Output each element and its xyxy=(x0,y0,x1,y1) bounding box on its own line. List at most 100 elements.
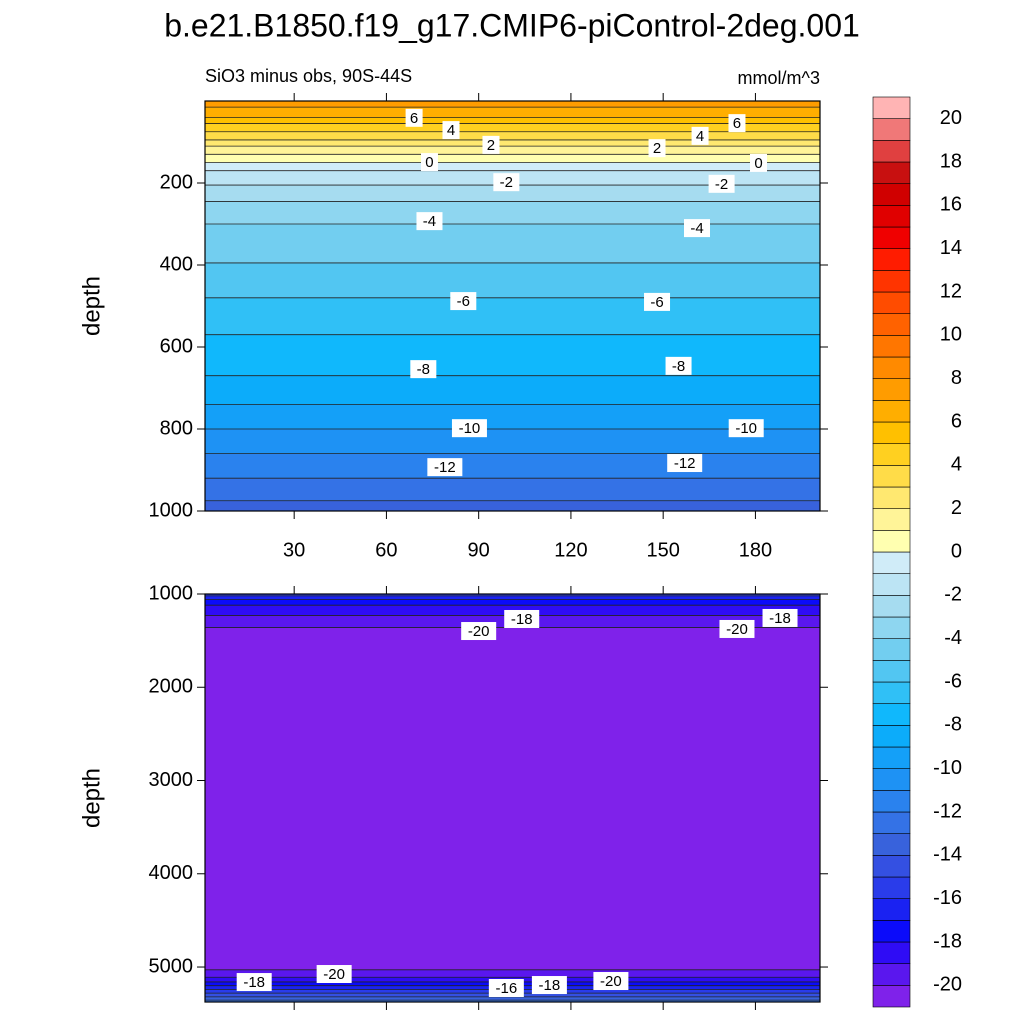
colorbar-label: -2 xyxy=(944,584,962,606)
colorbar-box xyxy=(872,963,911,986)
y-tick-label: 4000 xyxy=(149,862,194,884)
colorbar-box xyxy=(872,161,911,184)
y-tick-label: 2000 xyxy=(149,676,194,698)
band-fill xyxy=(205,996,820,1001)
band-fill xyxy=(205,1000,820,1002)
band-fill xyxy=(205,453,820,479)
colorbar-box xyxy=(872,530,911,553)
colorbar-box xyxy=(872,205,911,228)
contour-label: 4 xyxy=(696,128,704,145)
colorbar-label: -14 xyxy=(933,844,962,866)
band-fill xyxy=(205,627,820,970)
colorbar-box xyxy=(872,660,911,683)
colorbar-box xyxy=(872,96,911,119)
contour-label: -4 xyxy=(690,220,703,237)
y-tick-label: 5000 xyxy=(149,955,194,977)
contour-label-box xyxy=(482,135,500,154)
colorbar-box xyxy=(872,790,911,813)
contour-label-box xyxy=(665,356,692,375)
band-fill xyxy=(205,154,820,163)
colorbar-box xyxy=(872,703,911,726)
x-tick-label: 120 xyxy=(554,539,587,561)
colorbar-box xyxy=(872,681,911,704)
colorbar-label: -4 xyxy=(944,627,962,649)
colorbar-box xyxy=(872,508,911,531)
y-tick-label: 400 xyxy=(160,253,193,275)
contour-label: -20 xyxy=(468,623,490,640)
contour-label-box xyxy=(667,454,703,473)
contour-label-box xyxy=(442,121,460,140)
band-fill xyxy=(205,262,820,298)
contour-label: -18 xyxy=(769,610,791,627)
colorbar-label: 12 xyxy=(940,280,962,302)
contour-label: -12 xyxy=(674,455,696,472)
y-axis-label: depth xyxy=(78,768,105,828)
contour-label: -8 xyxy=(417,361,430,378)
y-tick-label: 600 xyxy=(160,335,193,357)
contour-label-box xyxy=(420,153,438,172)
band-fill xyxy=(205,146,820,155)
colorbar-box xyxy=(872,486,911,509)
colorbar-label: 6 xyxy=(951,410,962,432)
contour-label: -6 xyxy=(457,293,470,310)
colorbar-label: -8 xyxy=(944,714,962,736)
contour-label: -10 xyxy=(735,420,757,437)
colorbar-label: -18 xyxy=(933,930,962,952)
panel-left-string: SiO3 minus obs, 90S-44S xyxy=(205,66,412,86)
band-fill xyxy=(205,297,820,335)
contour-label-box xyxy=(691,126,709,145)
colorbar-box xyxy=(872,941,911,964)
y-tick-label: 1000 xyxy=(149,582,194,604)
band-fill xyxy=(205,599,820,606)
colorbar-box xyxy=(872,595,911,618)
colorbar-label: 20 xyxy=(940,107,962,129)
band-fill xyxy=(205,594,820,596)
plot-frame xyxy=(204,100,821,512)
contour-label: -2 xyxy=(715,176,728,193)
band-fill xyxy=(205,500,820,511)
colorbar-box xyxy=(872,183,911,206)
contour-label-box xyxy=(728,419,764,438)
colorbar-label: 10 xyxy=(940,324,962,346)
contour-label: -20 xyxy=(600,973,622,990)
colorbar-box xyxy=(872,270,911,293)
contour-label-box xyxy=(236,973,272,992)
colorbar-box xyxy=(872,616,911,639)
contour-label-box xyxy=(719,619,755,638)
colorbar-label: 2 xyxy=(951,497,962,519)
contour-label-box xyxy=(493,173,520,192)
contour-label-box xyxy=(531,976,567,995)
colorbar-box xyxy=(872,335,911,358)
band-fill xyxy=(205,969,820,978)
colorbar-box xyxy=(872,291,911,314)
colorbar-box xyxy=(872,226,911,249)
colorbar-box xyxy=(872,573,911,596)
band-fill xyxy=(205,429,820,454)
contour-label: -4 xyxy=(423,213,436,230)
colorbar-box xyxy=(872,725,911,748)
contour-label-box xyxy=(644,292,671,311)
contour-label: 0 xyxy=(425,154,433,171)
contour-label: -18 xyxy=(511,611,533,628)
colorbar-label: -10 xyxy=(933,757,962,779)
y-tick-label: 200 xyxy=(160,171,193,193)
colorbar-box xyxy=(872,876,911,899)
band-fill xyxy=(205,185,820,202)
colorbar-box xyxy=(872,811,911,834)
band-fill xyxy=(205,334,820,376)
y-tick-label: 800 xyxy=(160,417,193,439)
contour-label: -18 xyxy=(539,977,561,994)
colorbar-box xyxy=(872,443,911,466)
contour-label-box xyxy=(762,608,798,627)
colorbar-box xyxy=(872,140,911,163)
colorbar-label: 4 xyxy=(951,454,962,476)
colorbar-label: -12 xyxy=(933,800,962,822)
contour-label-box xyxy=(450,292,477,311)
contour-label-box xyxy=(405,108,423,127)
band-fill xyxy=(205,101,820,108)
contour-label-box xyxy=(427,458,463,477)
colorbar-box xyxy=(872,638,911,661)
contour-label-box xyxy=(684,219,710,238)
x-tick-label: 60 xyxy=(375,539,397,561)
